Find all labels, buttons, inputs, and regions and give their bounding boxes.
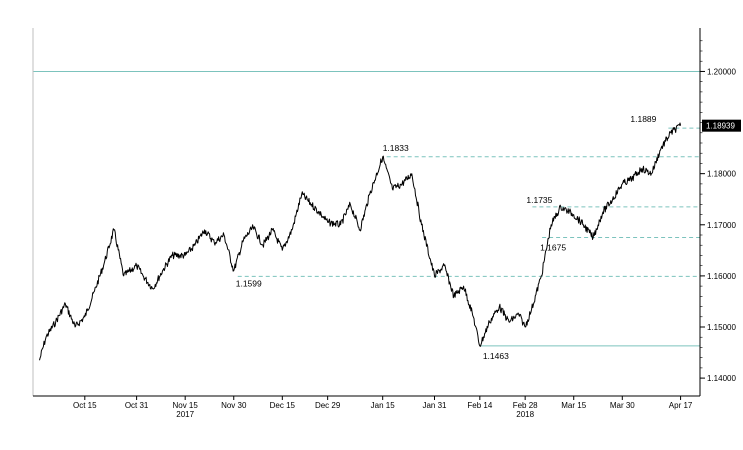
y-tick-label: 1.15000 [707,323,736,332]
x-tick-label: Oct 15 [73,401,97,410]
y-axis: 1.14000 1.15000 1.16000 1.17000 1.18000 1.200… [700,40,741,383]
y-tick-label: 1.16000 [707,272,736,281]
x-tick-label: Jan 15 [371,401,396,410]
y-tick-label: 1.17000 [707,221,736,230]
annotation-label: 1.1735 [526,195,552,205]
annotation-label: 1.1675 [540,243,566,253]
y-tick-label: 1.20000 [707,67,736,76]
annotation-label: 1.1833 [383,143,409,153]
price-annotations: 1.1599 1.1833 1.1463 1.1735 1.1675 1.1889 [236,114,657,361]
x-tick-label: Feb 28 [513,401,538,410]
reference-lines [33,70,700,347]
x-tick-label: Dec 29 [315,401,341,410]
x-tick-label: Nov 30 [221,401,247,410]
x-year-label: 2017 [176,410,194,419]
last-price-label: 1.18939 [706,122,735,131]
last-price-box [702,119,741,132]
annotation-label: 1.1889 [630,114,656,124]
price-line [39,122,682,361]
y-tick-label: 1.14000 [707,374,736,383]
x-tick-label: Oct 31 [125,401,149,410]
x-tick-label: Dec 15 [270,401,296,410]
y-tick-label: 1.18000 [707,170,736,179]
annotation-label: 1.1599 [236,278,262,288]
x-year-label: 2018 [516,410,534,419]
x-tick-label: Mar 15 [561,401,586,410]
annotation-label: 1.1463 [483,351,509,361]
x-tick-label: Apr 17 [669,401,693,410]
x-tick-label: Mar 30 [610,401,635,410]
plot-frame [32,28,701,397]
x-tick-label: Feb 14 [467,401,492,410]
x-tick-label: Jan 31 [422,401,447,410]
price-series [39,122,682,361]
x-tick-label: Nov 15 [172,401,198,410]
x-axis: Oct 15 Oct 31 Nov 15 Nov 30 Dec 15 Dec 29 Jan … [73,396,693,419]
